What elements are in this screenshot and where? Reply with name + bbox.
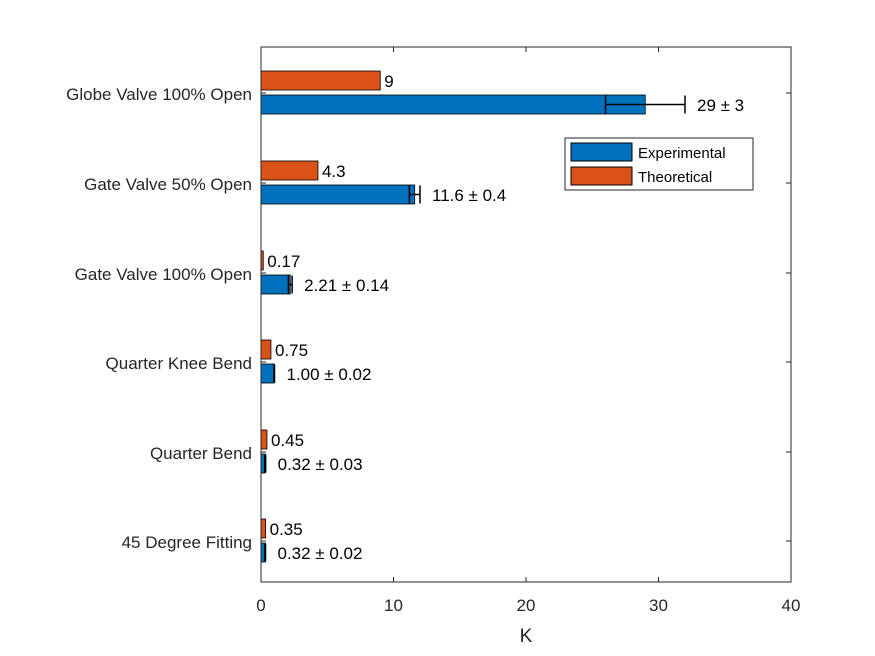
- bar-theoretical-3: [260, 339, 272, 360]
- ticks-layer: [260, 47, 792, 582]
- category-label-4: Quarter Bend: [150, 444, 252, 463]
- legend: Experimental Theoretical: [564, 137, 754, 191]
- data-label-theoretical-2: 0.17: [267, 252, 300, 271]
- bar-experimental-1: [260, 184, 416, 205]
- x-axis-label: K: [520, 626, 533, 647]
- x-tick-label-2: 20: [517, 596, 536, 615]
- legend-swatch-theoretical: [570, 166, 633, 186]
- legend-swatch-experimental: [570, 142, 633, 162]
- x-tick-label-3: 30: [649, 596, 668, 615]
- category-label-2: Gate Valve 100% Open: [75, 265, 252, 284]
- data-label-experimental-4: 0.32 ± 0.03: [278, 455, 363, 474]
- plot-frame: [260, 46, 792, 583]
- bars-layer: [260, 70, 686, 563]
- bar-theoretical-0: [260, 70, 381, 91]
- data-label-experimental-2: 2.21 ± 0.14: [304, 276, 389, 295]
- category-label-5: 45 Degree Fitting: [122, 533, 252, 552]
- legend-label-experimental: Experimental: [638, 145, 726, 162]
- legend-label-theoretical: Theoretical: [638, 169, 712, 186]
- bar-theoretical-5: [260, 518, 267, 539]
- x-tick-label-4: 40: [782, 596, 801, 615]
- bar-experimental-3: [260, 363, 275, 384]
- data-label-theoretical-3: 0.75: [275, 341, 308, 360]
- data-label-experimental-3: 1.00 ± 0.02: [287, 365, 372, 384]
- x-tick-label-1: 10: [384, 596, 403, 615]
- bar-experimental-2: [260, 274, 291, 295]
- data-label-experimental-0: 29 ± 3: [697, 96, 744, 115]
- data-label-theoretical-1: 4.3: [322, 162, 346, 181]
- data-label-theoretical-0: 9: [384, 72, 393, 91]
- labels-layer: 9 29 ± 3 Globe Valve 100% Open 4.3 11.6 ± 0.…: [66, 72, 800, 615]
- bar-experimental-0: [260, 94, 646, 115]
- data-label-theoretical-5: 0.35: [270, 520, 303, 539]
- data-label-experimental-1: 11.6 ± 0.4: [432, 186, 506, 205]
- category-label-0: Globe Valve 100% Open: [66, 85, 252, 104]
- category-label-3: Quarter Knee Bend: [106, 354, 252, 373]
- x-tick-label-0: 0: [256, 596, 265, 615]
- category-label-1: Gate Valve 50% Open: [84, 175, 252, 194]
- bar-theoretical-4: [260, 429, 268, 450]
- bar-theoretical-1: [260, 160, 319, 181]
- data-label-experimental-5: 0.32 ± 0.02: [278, 544, 363, 563]
- data-label-theoretical-4: 0.45: [271, 431, 304, 450]
